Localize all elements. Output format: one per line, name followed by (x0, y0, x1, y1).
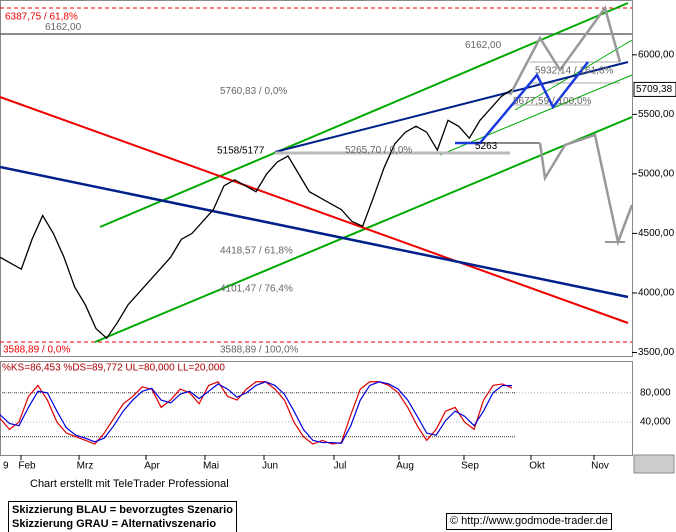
level-label: 6162,00 (45, 22, 82, 33)
y-tick-label: 4000,00 (638, 288, 675, 299)
stoch-line (0, 381, 513, 444)
level-label: 5263 (475, 141, 498, 152)
y-tick-label: 4500,00 (638, 228, 675, 239)
legend-box: Skizzierung BLAU = bevorzugtes Szenario … (8, 501, 237, 532)
level-label: 5677,59 / 100,0% (513, 96, 592, 107)
level-label: 5760,83 / 0,0% (220, 86, 287, 97)
y-tick-label: 80,000 (640, 387, 671, 398)
legend-blue: Skizzierung BLAU = bevorzugtes Szenario (12, 504, 233, 516)
last-value-box (633, 81, 676, 97)
level-label: 6162,00 (465, 40, 502, 51)
y-tick-label: 40,000 (640, 417, 671, 428)
level-label: 3588,89 / 100,0% (220, 345, 299, 356)
x-tick-label: Sep (461, 461, 479, 472)
main-panel (0, 0, 633, 357)
level-label: 5932,14 / 161,8% (535, 66, 614, 77)
stoch-header: %KS=86,453 %DS=89,772 UL=80,000 LL=20,00… (2, 363, 225, 374)
y-tick-label: 3500,00 (638, 347, 675, 358)
legend-gray: Skizzierung GRAU = Alternativszenario (12, 518, 217, 530)
tool-button[interactable] (633, 454, 675, 474)
x-tick-label: Aug (396, 461, 414, 472)
x-tick-label: Jul (334, 461, 347, 472)
level-label: 5265,70 / 0,0% (345, 145, 412, 156)
y-tick-label: 6000,00 (638, 49, 675, 60)
x-tick-label: Mrz (77, 461, 94, 472)
level-label: 4101,47 / 76,4% (220, 284, 293, 295)
price-line (0, 88, 513, 340)
x-tick-label: Nov (591, 461, 609, 472)
trend-lines (0, 2, 634, 343)
level-label: 5158/5177 (217, 146, 265, 157)
x-tick-label: Mai (203, 461, 219, 472)
chart: 3500,00 4000,00 4500,00 5000,00 5500,00 6000,… (0, 0, 676, 474)
y-tick-label: 5500,00 (638, 109, 675, 120)
level-label: 6387,75 / 61,8% (5, 11, 78, 22)
x-tick-label: Jun (262, 461, 278, 472)
x-tick-label: Feb (18, 461, 36, 472)
stoch-line (0, 381, 513, 445)
last-value-label: 5709,38 (636, 84, 673, 95)
x-tick-label: Okt (529, 461, 545, 472)
level-label: 3588,89 / 0,0% (3, 345, 70, 356)
source[interactable]: © http://www.godmode-trader.de (446, 513, 612, 530)
x-tick-label: Apr (144, 461, 160, 472)
y-tick-label: 5000,00 (638, 169, 675, 180)
credit: Chart erstellt mit TeleTrader Profession… (30, 478, 229, 490)
x-tick-label: 9 (3, 461, 9, 472)
level-label: 4418,57 / 61,8% (220, 246, 293, 257)
stoch-panel (0, 361, 633, 456)
